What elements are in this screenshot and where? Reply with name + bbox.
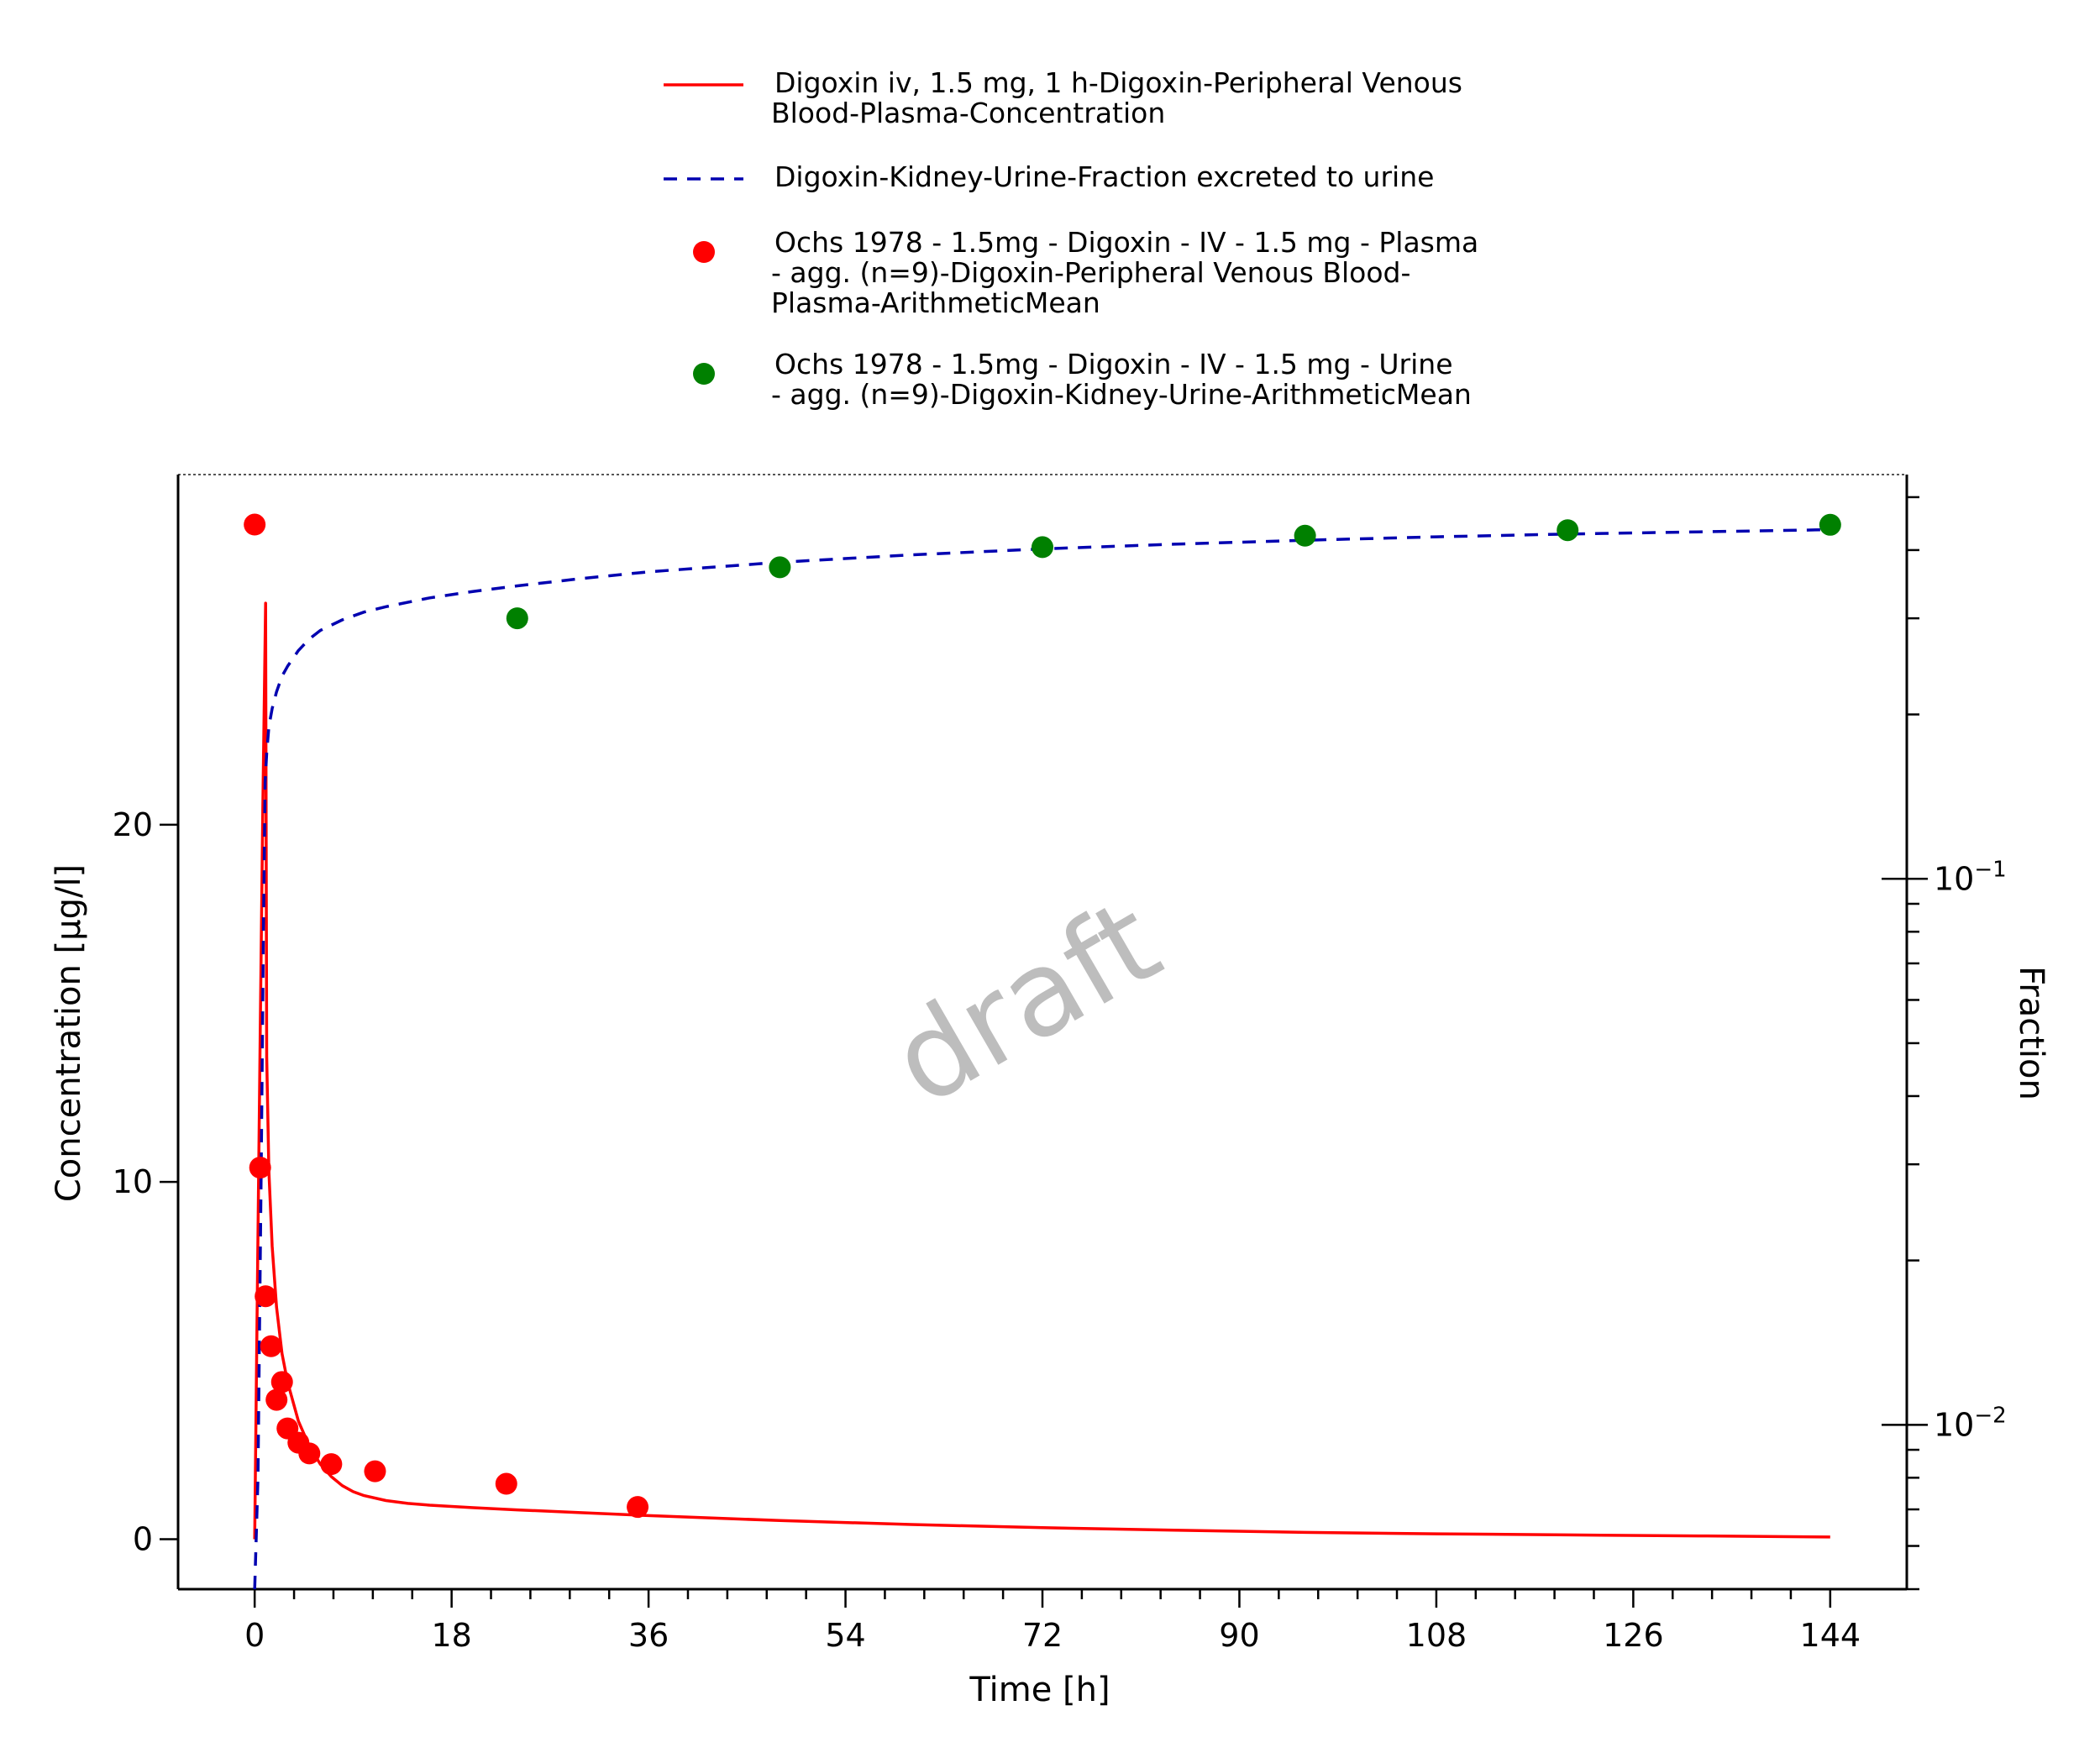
data-point	[627, 1496, 649, 1519]
x-tick-label: 0	[244, 1617, 265, 1654]
series-layer	[244, 513, 1841, 1589]
legend-label-line: - agg. (n=9)-Digoxin-Kidney-Urine-Arithm…	[771, 378, 1472, 411]
x-tick-label: 108	[1406, 1617, 1467, 1654]
data-point	[364, 1460, 386, 1482]
ticks: 0 18 36 54 72 90 108 126 144 0 10 20 10−1 10−2	[113, 496, 2007, 1654]
data-point	[249, 1157, 271, 1179]
legend-label-line: Blood-Plasma-Concentration	[771, 97, 1165, 129]
data-point	[495, 1472, 517, 1495]
x-tick-label: 126	[1603, 1617, 1664, 1654]
y-tick-label: 0	[133, 1520, 153, 1557]
legend-entry: Ochs 1978 - 1.5mg - Digoxin - IV - 1.5 m…	[693, 226, 1478, 319]
y-axis-title: Concentration [µg/l]	[50, 864, 88, 1202]
legend-label-line: Ochs 1978 - 1.5mg - Digoxin - IV - 1.5 m…	[774, 348, 1453, 380]
watermark: draft	[870, 874, 1182, 1132]
y2-tick-exponent: −2	[1974, 1403, 2006, 1428]
legend-entry: Ochs 1978 - 1.5mg - Digoxin - IV - 1.5 m…	[693, 348, 1472, 411]
y2-tick-label: 10−2	[1934, 1403, 2007, 1443]
x-tick-label: 36	[628, 1617, 669, 1654]
legend: Digoxin iv, 1.5 mg, 1 h-Digoxin-Peripher…	[664, 66, 1478, 411]
x-tick-label: 54	[825, 1617, 865, 1654]
data-point	[255, 1285, 277, 1308]
y2-axis-title: Fraction	[2012, 966, 2050, 1100]
y-tick-label: 10	[113, 1163, 153, 1200]
data-point	[1819, 513, 1841, 536]
y-tick-label: 20	[113, 806, 153, 843]
legend-entry: Digoxin-Kidney-Urine-Fraction excreted t…	[664, 160, 1434, 193]
legend-dot-swatch	[693, 241, 715, 263]
data-point	[1557, 519, 1579, 542]
data-point	[1032, 536, 1053, 559]
legend-label-line: Digoxin iv, 1.5 mg, 1 h-Digoxin-Peripher…	[774, 66, 1462, 99]
data-point	[265, 1388, 288, 1411]
data-point	[244, 513, 266, 536]
data-point	[270, 1371, 293, 1393]
data-point	[260, 1335, 282, 1357]
x-tick-label: 18	[431, 1617, 471, 1654]
y2-tick-label: 10−1	[1934, 857, 2007, 897]
data-point	[769, 556, 791, 579]
y2-tick-exponent: −1	[1974, 857, 2006, 882]
data-point	[1294, 524, 1316, 547]
legend-label-line: Ochs 1978 - 1.5mg - Digoxin - IV - 1.5 m…	[774, 226, 1478, 259]
x-tick-label: 144	[1800, 1617, 1861, 1654]
data-point	[506, 607, 528, 630]
legend-label-line: - agg. (n=9)-Digoxin-Peripheral Venous B…	[771, 256, 1410, 289]
legend-label-line: Digoxin-Kidney-Urine-Fraction excreted t…	[774, 160, 1434, 193]
plasma-concentration-line	[253, 601, 1830, 1540]
watermark-layer: draft	[870, 874, 1182, 1132]
x-axis-title: Time [h]	[969, 1671, 1110, 1709]
x-tick-label: 72	[1022, 1617, 1063, 1654]
legend-dot-swatch	[693, 363, 715, 385]
data-point	[298, 1442, 321, 1465]
urine-fraction-line	[253, 527, 1830, 1589]
legend-label-line: Plasma-ArithmeticMean	[771, 286, 1100, 319]
data-point	[320, 1453, 343, 1476]
legend-entry: Digoxin iv, 1.5 mg, 1 h-Digoxin-Peripher…	[664, 66, 1462, 129]
x-tick-label: 90	[1219, 1617, 1259, 1654]
